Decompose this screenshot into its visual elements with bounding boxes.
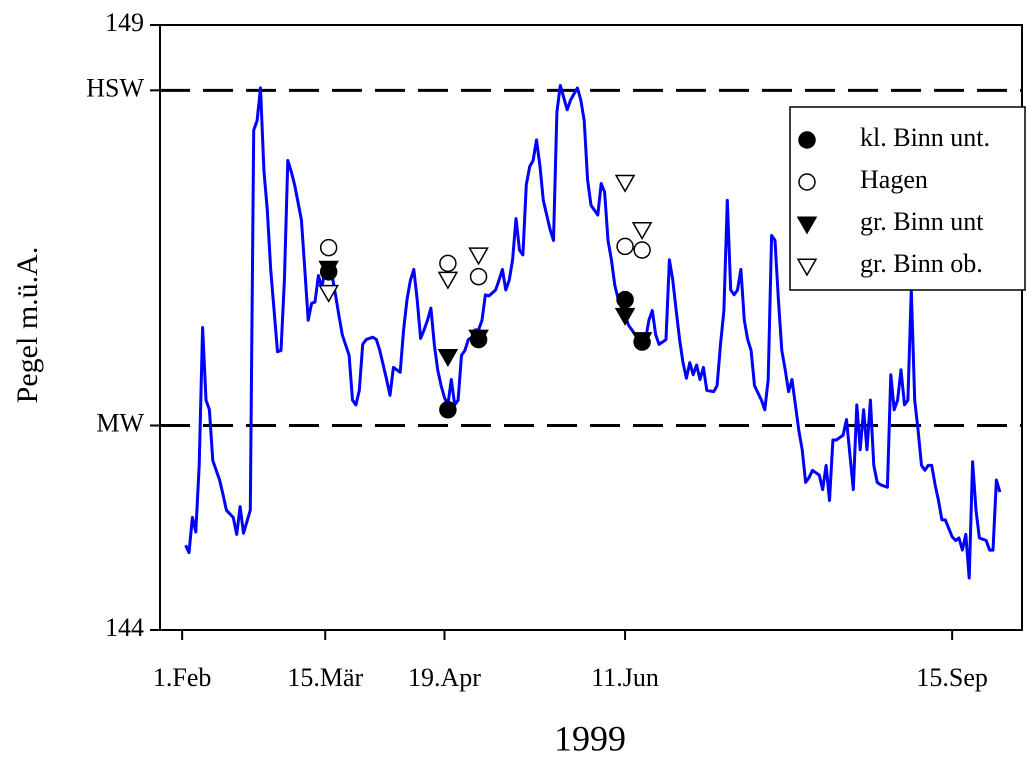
x-tick-label: 11.Jun [591, 663, 659, 692]
data-point [437, 349, 459, 368]
data-point [437, 271, 459, 290]
x-tick-label: 19.Apr [408, 663, 481, 692]
legend-symbol [798, 173, 816, 191]
legend-box [789, 106, 1026, 291]
legend-label: kl. Binn unt. [860, 123, 990, 152]
data-point [318, 260, 339, 279]
data-point [616, 290, 634, 309]
y-axis-title: Pegel m.ü.A. [11, 247, 44, 404]
x-tick-label: 15.Mär [287, 663, 363, 692]
x-axis-title: 1999 [554, 718, 626, 757]
legend-label: gr. Binn unt [860, 207, 984, 236]
y-tick-label: 149 [105, 8, 144, 37]
legend-label: Hagen [860, 165, 928, 194]
y-tick-label: MW [96, 408, 144, 437]
legend-symbol [796, 216, 818, 235]
data-point [439, 401, 457, 419]
data-point [468, 329, 489, 348]
data-point [614, 307, 636, 326]
data-point [319, 238, 338, 257]
data-point [633, 241, 651, 259]
data-point [318, 284, 339, 303]
legend-symbol [796, 258, 818, 277]
x-tick-label: 15.Sep [916, 663, 988, 692]
legend-label: gr. Binn ob. [860, 249, 983, 278]
data-point [631, 221, 653, 241]
x-tick-label: 1.Feb [153, 663, 212, 692]
data-point [616, 237, 634, 256]
data-point [439, 254, 457, 273]
y-tick-label: HSW [86, 73, 144, 102]
data-point [631, 332, 653, 351]
plot-frame [159, 24, 1023, 631]
data-point [468, 247, 489, 266]
legend-symbol [798, 131, 816, 149]
y-tick-label: 144 [105, 613, 144, 642]
data-point [469, 267, 488, 286]
legend: kl. Binn unt. Hagen gr. Binn unt gr. Binn o… [789, 106, 1026, 291]
data-point [614, 174, 636, 193]
